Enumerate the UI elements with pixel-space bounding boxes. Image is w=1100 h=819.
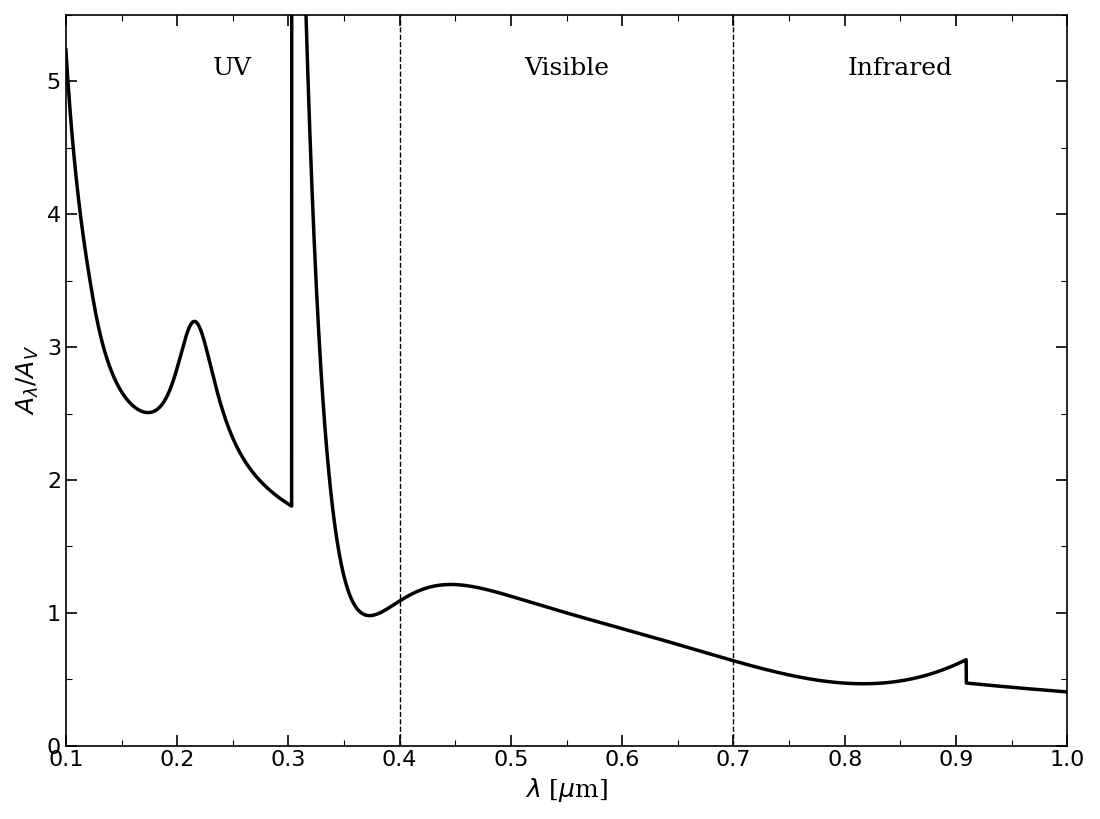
Text: Visible: Visible [524,57,609,79]
X-axis label: $\lambda$ [$\mu$m]: $\lambda$ [$\mu$m] [525,776,608,804]
Text: Infrared: Infrared [848,57,953,79]
Text: UV: UV [213,57,252,79]
Y-axis label: $A_\lambda/A_V$: $A_\lambda/A_V$ [15,346,41,415]
